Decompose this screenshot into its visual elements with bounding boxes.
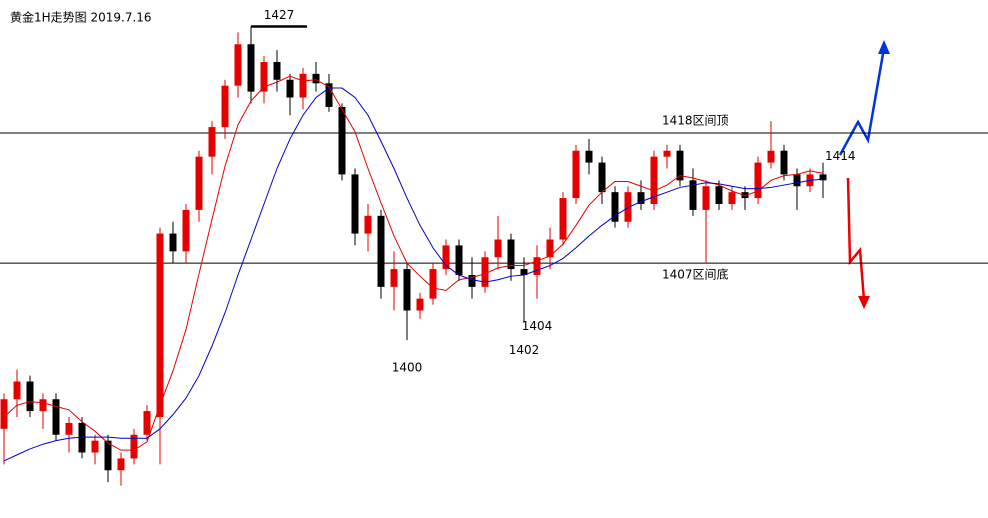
- candle-body: [715, 186, 723, 204]
- level-label: 1407区间底: [662, 267, 729, 282]
- candle-body: [650, 156, 658, 204]
- candle-body: [299, 73, 307, 98]
- candle-body: [689, 180, 697, 210]
- candle-body: [637, 192, 645, 204]
- down-arrow: [846, 177, 866, 301]
- candle-body: [286, 79, 294, 98]
- candle-body: [533, 257, 541, 275]
- candle-body: [143, 411, 151, 435]
- level-label: 1418区间顶: [662, 114, 729, 128]
- candle-body: [65, 422, 73, 435]
- candle-body: [325, 83, 333, 107]
- candle-body: [52, 399, 60, 435]
- candle-body: [780, 150, 788, 175]
- candle-body: [728, 192, 736, 204]
- candle-body: [676, 150, 684, 181]
- candle-body: [663, 150, 671, 157]
- candle-body: [429, 269, 437, 299]
- candle-body: [273, 62, 281, 80]
- candle-body: [559, 198, 567, 240]
- candle-body: [481, 257, 489, 287]
- candle-body: [91, 440, 99, 453]
- candle-body: [611, 192, 619, 222]
- candle-body: [741, 192, 749, 199]
- candle-body: [364, 215, 372, 234]
- annotation-label: 1400: [392, 361, 423, 375]
- annotation-label: 1404: [522, 319, 553, 333]
- candle-body: [494, 239, 502, 258]
- candle-body: [195, 156, 203, 210]
- candle-body: [455, 245, 463, 275]
- annotation-label: 1402: [509, 343, 540, 357]
- candle-body: [130, 434, 138, 459]
- candle-body: [507, 239, 515, 270]
- candle-body: [754, 162, 762, 199]
- candle-body: [520, 269, 528, 275]
- chart-title: 黄金1H走势图 2019.7.16: [10, 10, 152, 25]
- candle-body: [468, 275, 476, 287]
- candle-body: [260, 62, 268, 92]
- forecast-arrows: [838, 40, 890, 309]
- moving-average-line: [3, 75, 824, 451]
- candle-body: [585, 150, 593, 163]
- candle-body: [546, 239, 554, 258]
- candle-body: [338, 106, 346, 175]
- candle-body: [0, 399, 8, 429]
- candle-body: [78, 422, 86, 453]
- candle-body: [377, 215, 385, 287]
- moving-average-line: [3, 87, 824, 462]
- candle-body: [208, 127, 216, 157]
- annotation-label: 1427: [264, 8, 295, 22]
- annotation-label: 1414: [825, 149, 856, 163]
- candle-body: [702, 186, 710, 210]
- candle-body: [442, 245, 450, 270]
- up-arrow: [838, 47, 886, 156]
- candle-body: [26, 381, 34, 412]
- candle-body: [39, 399, 47, 412]
- candle-body: [416, 298, 424, 311]
- candle-body: [117, 458, 125, 471]
- candle-body: [624, 192, 632, 222]
- candle-body: [403, 269, 411, 311]
- candle-body: [572, 150, 580, 199]
- candle-body: [390, 269, 398, 287]
- candle-body: [169, 233, 177, 252]
- down-arrow-head: [858, 296, 870, 309]
- candle-body: [793, 174, 801, 187]
- candle-body: [819, 174, 827, 181]
- candle-body: [156, 233, 164, 417]
- candle-body: [312, 73, 320, 84]
- candle-body: [104, 440, 112, 471]
- candle-body: [598, 162, 606, 193]
- candle-body: [767, 150, 775, 163]
- candle-body: [247, 44, 255, 92]
- up-arrow-head: [878, 40, 890, 54]
- candle-body: [13, 381, 21, 400]
- candle-body: [221, 85, 229, 128]
- candle-body: [182, 209, 190, 252]
- candle-body: [234, 44, 242, 86]
- candle-body: [351, 174, 359, 234]
